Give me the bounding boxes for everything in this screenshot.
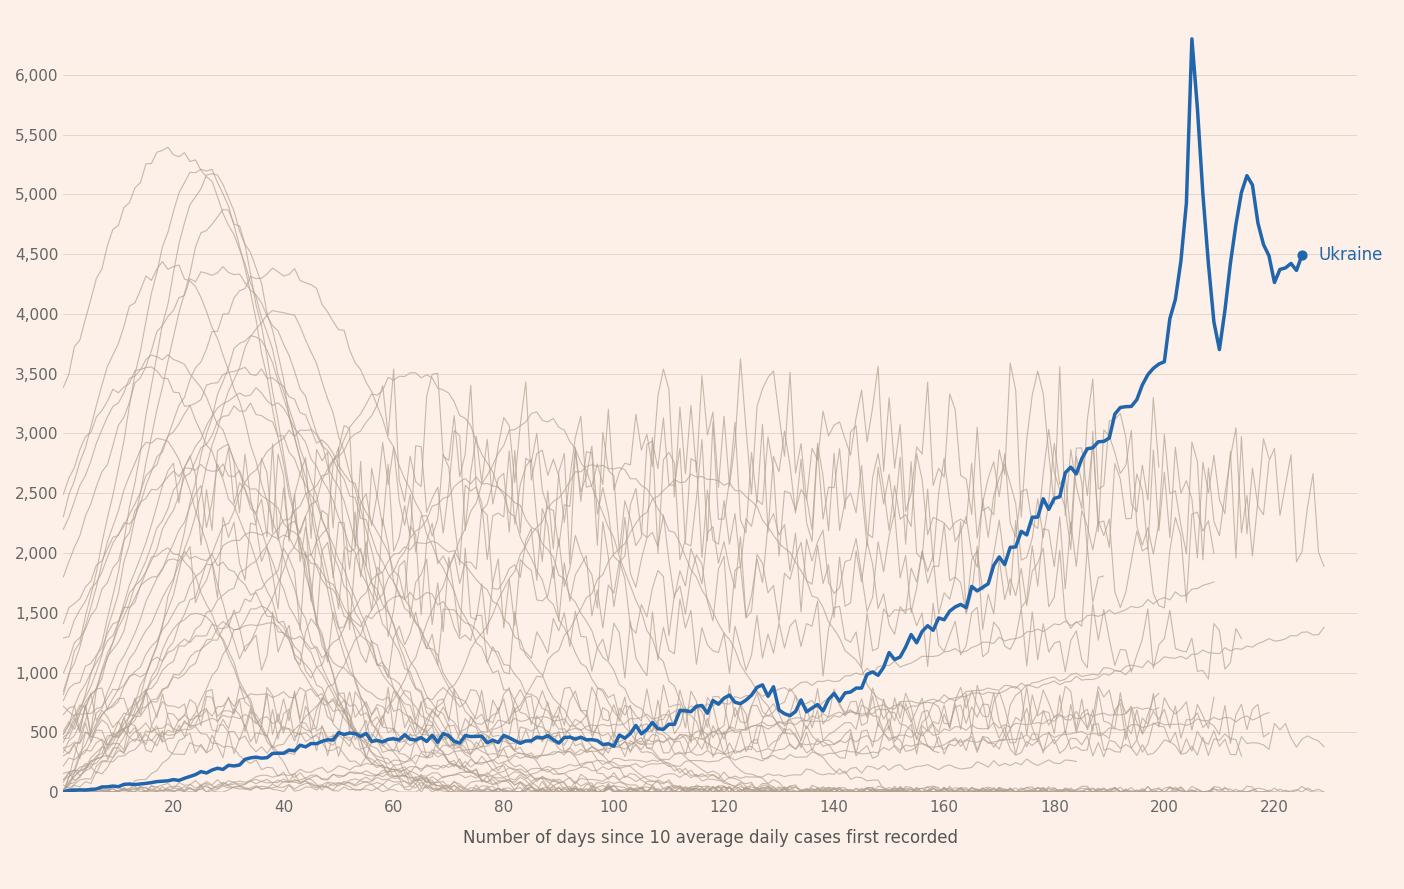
X-axis label: Number of days since 10 average daily cases first recorded: Number of days since 10 average daily ca… <box>463 829 958 847</box>
Text: Ukraine: Ukraine <box>1318 246 1383 264</box>
Point <box>1290 248 1313 262</box>
